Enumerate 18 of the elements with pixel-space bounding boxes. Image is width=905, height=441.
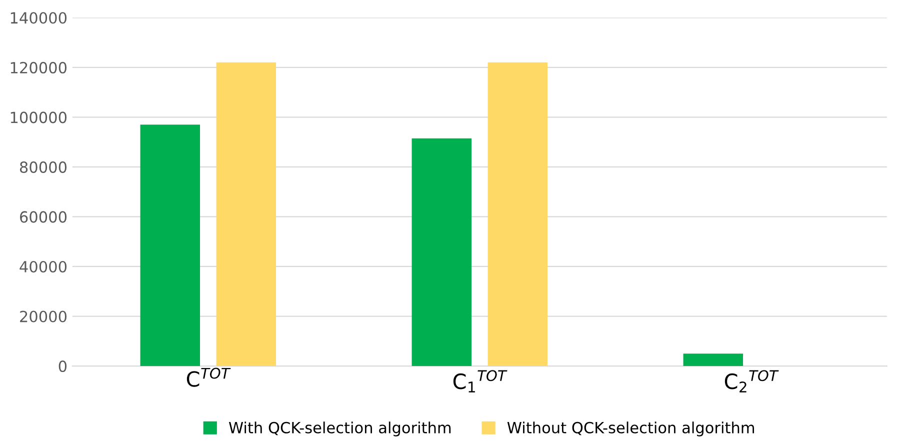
y-tick-label: 0 bbox=[58, 360, 67, 372]
y-tick-label: 140000 bbox=[10, 12, 67, 24]
y-tick-label: 80000 bbox=[20, 161, 67, 173]
legend-label: Without QCK-selection algorithm bbox=[507, 422, 754, 436]
bar bbox=[412, 138, 472, 366]
y-tick-label: 40000 bbox=[20, 260, 67, 273]
y-tick-label: 60000 bbox=[20, 211, 67, 223]
bar bbox=[216, 62, 276, 366]
y-tick-label: 20000 bbox=[20, 310, 67, 322]
x-tick-label: C$_{1}$$^{TOT}$ bbox=[453, 370, 508, 392]
bar bbox=[140, 124, 200, 366]
y-tick-label: 100000 bbox=[10, 112, 67, 124]
y-tick-label: 120000 bbox=[10, 62, 67, 74]
bar bbox=[683, 354, 744, 366]
x-tick-label: C$_{2}$$^{TOT}$ bbox=[724, 370, 779, 392]
x-tick-label: C$^{TOT}$ bbox=[186, 368, 231, 387]
legend-label: With QCK-selection algorithm bbox=[228, 422, 451, 436]
bar bbox=[488, 62, 548, 366]
